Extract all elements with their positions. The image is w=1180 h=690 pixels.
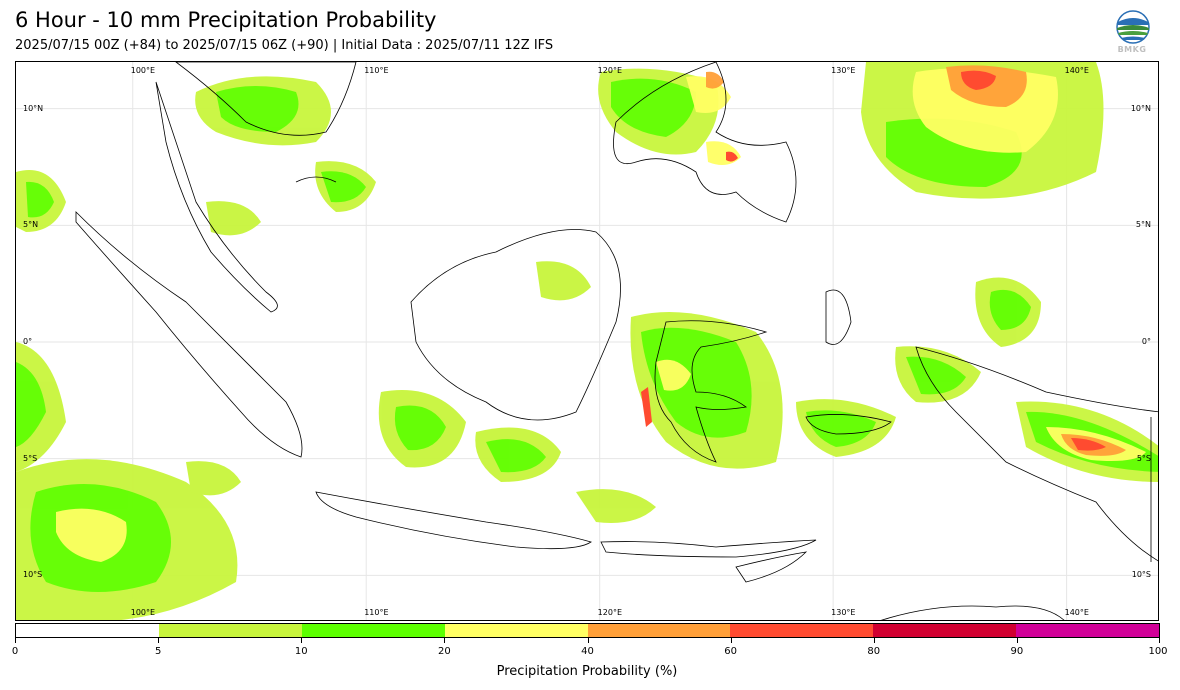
- colorbar-tick-label: 60: [724, 646, 737, 657]
- colorbar-tick-label: 10: [294, 646, 308, 657]
- colorbar-segment: [587, 624, 731, 637]
- lon-label-top: 140°E: [1064, 66, 1089, 75]
- lon-label-bottom: 130°E: [831, 608, 856, 617]
- colorbar-tick-label: 0: [11, 646, 19, 657]
- lon-label-bottom: 100°E: [130, 608, 156, 617]
- lat-label-left: 0°: [23, 337, 33, 346]
- colorbar-tick: [1016, 638, 1018, 643]
- lon-label-bottom: 120°E: [597, 608, 622, 617]
- colorbar-tick: [1159, 638, 1160, 643]
- bmkg-logo-icon: [1114, 10, 1152, 54]
- colorbar-tick-label: 100: [1148, 646, 1168, 657]
- colorbar-tick-label: 40: [581, 646, 594, 657]
- lon-label-top: 120°E: [597, 66, 622, 75]
- lon-label-bottom: 110°E: [364, 608, 389, 617]
- precipitation-field: [16, 62, 1158, 620]
- colorbar-tick: [158, 638, 160, 643]
- page-subtitle: 2025/07/15 00Z (+84) to 2025/07/15 06Z (…: [15, 38, 554, 53]
- colorbar-tick-label: 5: [154, 646, 162, 657]
- page-title: 6 Hour - 10 mm Precipitation Probability: [15, 8, 437, 32]
- lat-label-right: 10°N: [1130, 103, 1151, 113]
- lon-label-bottom: 140°E: [1064, 608, 1089, 617]
- colorbar-tick-label: 20: [438, 646, 451, 657]
- lat-label-right: 5°S: [1136, 453, 1151, 463]
- logo-text: BMKG: [1117, 45, 1147, 54]
- map-canvas: [16, 62, 1158, 620]
- lon-label-top: 100°E: [130, 66, 156, 75]
- lon-label-top: 130°E: [831, 66, 856, 75]
- lat-label-right: 5°N: [1135, 220, 1151, 230]
- colorbar-segment: [16, 624, 159, 637]
- colorbar-segment: [873, 624, 1017, 637]
- colorbar-segment: [444, 624, 588, 637]
- colorbar-tick: [587, 638, 589, 643]
- colorbar-tick: [730, 638, 732, 643]
- lat-label-left: 10°S: [23, 570, 43, 580]
- coastlines: [75, 62, 1158, 620]
- colorbar-tick: [873, 638, 875, 643]
- lat-label-right: 0°: [1141, 337, 1151, 346]
- lat-label-left: 5°S: [23, 453, 38, 463]
- colorbar-label: Precipitation Probability (%): [496, 664, 678, 679]
- colorbar-tick-label: 90: [1010, 646, 1024, 657]
- colorbar-segment: [730, 624, 874, 637]
- precipitation-map: 100°E 100°E 110°E 110°E 120°E 120°E 130°E 130°E…: [15, 61, 1159, 621]
- colorbar-tick: [444, 638, 446, 643]
- colorbar: [15, 623, 1160, 638]
- colorbar-segment: [158, 624, 302, 637]
- colorbar-tick: [15, 638, 16, 643]
- lat-label-left: 10°N: [23, 103, 44, 113]
- colorbar-segment: [301, 624, 445, 637]
- colorbar-tick-label: 80: [867, 646, 881, 657]
- lat-label-left: 5°N: [23, 220, 39, 230]
- lat-label-right: 10°S: [1131, 570, 1151, 580]
- colorbar-segment: [1016, 624, 1159, 637]
- lon-label-top: 110°E: [364, 66, 389, 75]
- colorbar-tick: [301, 638, 303, 643]
